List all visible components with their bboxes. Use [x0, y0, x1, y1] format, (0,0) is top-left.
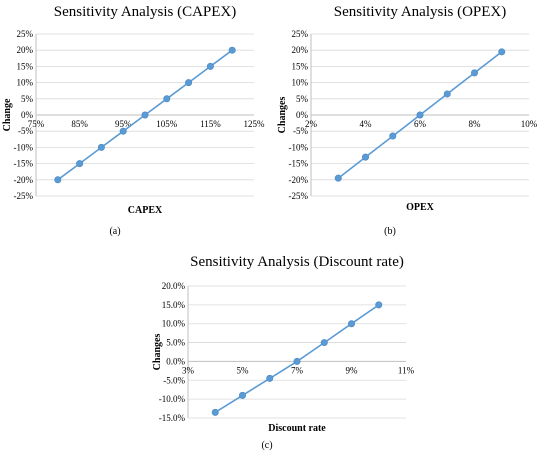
data-point — [334, 174, 342, 182]
y-tick-label: 5.0% — [166, 338, 185, 348]
x-tick-label: 85% — [71, 119, 88, 129]
y-tick-label: -25% — [289, 191, 309, 201]
y-tick-label: -5.0% — [163, 375, 185, 385]
y-tick-label: 0% — [296, 110, 309, 120]
data-point — [471, 69, 479, 77]
chart-title: Sensitivity Analysis (CAPEX) — [54, 4, 237, 20]
panel-caption: (c) — [261, 440, 272, 451]
data-point — [185, 79, 193, 87]
y-tick-label: 5% — [296, 94, 309, 104]
data-point — [266, 374, 274, 382]
y-tick-label: -10% — [14, 142, 34, 152]
x-tick-label: 2% — [305, 119, 318, 129]
data-point — [163, 95, 171, 103]
data-point — [54, 176, 62, 184]
x-tick-label: 125% — [244, 119, 266, 129]
y-tick-label: -20% — [14, 175, 34, 185]
x-tick-label: 4% — [360, 119, 373, 129]
data-point — [141, 111, 149, 119]
y-axis-label: Change — [2, 98, 13, 131]
data-point — [348, 320, 356, 328]
data-point — [362, 153, 370, 161]
y-axis-label: Changes — [277, 97, 288, 134]
y-tick-label: 10.0% — [162, 319, 186, 329]
y-tick-label: -15.0% — [159, 413, 186, 423]
y-tick-label: -25% — [14, 191, 34, 201]
x-tick-label: 115% — [200, 119, 221, 129]
x-tick-label: 11% — [398, 365, 415, 375]
x-tick-label: 95% — [115, 119, 132, 129]
y-tick-label: 0% — [21, 110, 34, 120]
chart-title: Sensitivity Analysis (Discount rate) — [190, 254, 404, 270]
data-point — [375, 301, 383, 309]
data-point — [293, 357, 301, 365]
data-point — [320, 339, 328, 347]
chart-panel-capex: Sensitivity Analysis (CAPEX) 25% 20% 15% 10%… — [0, 0, 275, 240]
y-tick-label: 15% — [292, 61, 309, 71]
data-point — [389, 132, 397, 140]
x-axis-label: Discount rate — [268, 423, 326, 434]
data-point — [239, 391, 247, 399]
x-tick-label: 105% — [156, 119, 178, 129]
x-tick-label: 6% — [414, 119, 427, 129]
x-tick-label: 8% — [469, 119, 482, 129]
data-point — [416, 111, 424, 119]
data-point — [97, 143, 105, 151]
data-point — [119, 127, 127, 135]
x-tick-label: 10% — [521, 119, 538, 129]
y-tick-label: -5% — [293, 126, 308, 136]
data-point — [211, 408, 219, 416]
x-axis-label: OPEX — [406, 202, 435, 213]
y-tick-label: -20% — [289, 175, 309, 185]
y-tick-label: -15% — [289, 159, 309, 169]
y-tick-label: 20.0% — [162, 281, 186, 291]
y-tick-label: 20% — [292, 45, 309, 55]
y-tick-label: 10% — [292, 78, 309, 88]
y-tick-label: -10.0% — [159, 394, 186, 404]
x-tick-label: 9% — [346, 365, 359, 375]
y-tick-label: -15% — [14, 159, 34, 169]
data-point — [443, 90, 451, 98]
chart-opex: Sensitivity Analysis (OPEX) 25% 20% 15% 10% 5… — [277, 4, 538, 237]
y-tick-label: 15% — [17, 61, 34, 71]
chart-panel-discount-rate: Sensitivity Analysis (Discount rate) 20.0… — [150, 248, 415, 454]
x-tick-label: 75% — [28, 119, 45, 129]
x-tick-label: 5% — [237, 365, 250, 375]
chart-capex: Sensitivity Analysis (CAPEX) 25% 20% 15% 10%… — [2, 4, 266, 237]
chart-title: Sensitivity Analysis (OPEX) — [334, 4, 507, 20]
x-axis-label: CAPEX — [128, 205, 163, 216]
data-point — [206, 62, 214, 70]
chart-panel-opex: Sensitivity Analysis (OPEX) 25% 20% 15% 10% 5… — [275, 0, 550, 240]
y-tick-label: 5% — [21, 94, 34, 104]
panel-caption: (b) — [384, 226, 396, 237]
y-tick-label: -10% — [289, 142, 309, 152]
y-tick-label: 25% — [292, 29, 309, 39]
chart-discount-rate: Sensitivity Analysis (Discount rate) 20.0… — [152, 254, 415, 451]
x-tick-label: 7% — [291, 365, 304, 375]
y-tick-label: 20% — [17, 45, 34, 55]
data-point — [228, 46, 236, 54]
y-tick-label: 10% — [17, 78, 34, 88]
y-tick-label: -5% — [18, 126, 33, 136]
y-tick-label: 15.0% — [162, 300, 186, 310]
y-tick-label: 0.0% — [166, 356, 185, 366]
y-axis-label: Changes — [152, 334, 163, 371]
panel-caption: (a) — [109, 226, 120, 237]
data-point — [498, 48, 506, 56]
x-tick-label: 3% — [182, 365, 195, 375]
y-tick-label: 25% — [17, 29, 34, 39]
data-point — [76, 160, 84, 168]
